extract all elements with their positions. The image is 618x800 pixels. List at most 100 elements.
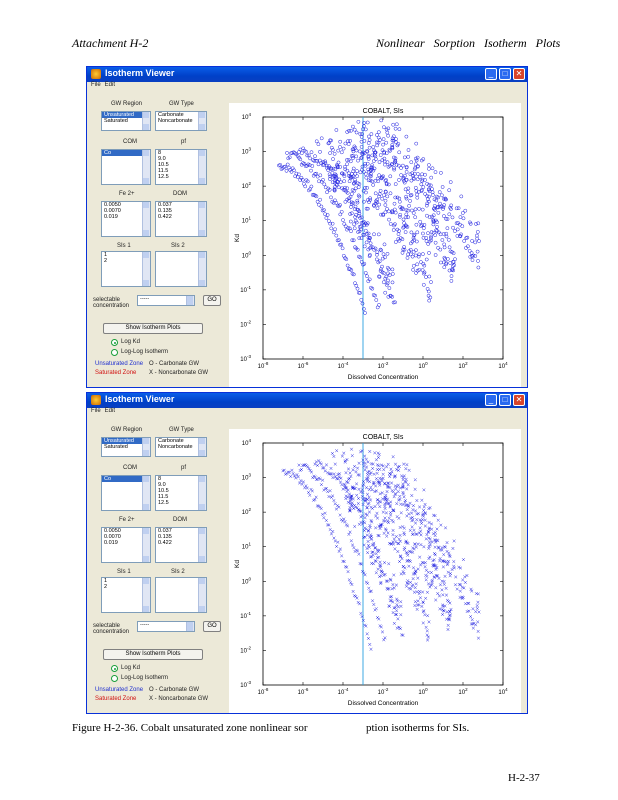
- menu-item-file[interactable]: File: [91, 82, 101, 88]
- list-item[interactable]: Carbonate: [158, 438, 184, 444]
- list-item[interactable]: Carbonate: [158, 112, 184, 118]
- go-button[interactable]: GO: [203, 621, 221, 632]
- list-item[interactable]: 10.5: [158, 162, 169, 168]
- dropdown-arrow-icon[interactable]: [186, 296, 194, 305]
- list-item[interactable]: 10.5: [158, 488, 169, 494]
- list-item[interactable]: 0.422: [158, 214, 172, 220]
- log-kd-radio[interactable]: [111, 339, 118, 346]
- scrollbar[interactable]: [142, 252, 150, 286]
- menu-item-edit[interactable]: Edit: [104, 408, 116, 414]
- list-item[interactable]: Unsaturated: [102, 112, 150, 118]
- title-bar[interactable]: Isotherm Viewer _ □ ✕: [87, 393, 527, 408]
- title-bar[interactable]: Isotherm Viewer _ □ ✕: [87, 67, 527, 82]
- listbox-fe2[interactable]: 0.0050 0.0070 0.019: [101, 527, 151, 563]
- y-tick-label: 100: [242, 576, 252, 585]
- list-item[interactable]: 1: [104, 252, 108, 258]
- listbox-gw_type[interactable]: Carbonate Noncarbonate: [155, 437, 207, 457]
- log-kd-radio[interactable]: [111, 665, 118, 672]
- listbox-pf[interactable]: 8 9.0 10.5 11.5 12.5: [155, 149, 207, 185]
- list-item[interactable]: 1: [104, 578, 108, 584]
- list-item[interactable]: 12.5: [158, 174, 169, 180]
- list-item[interactable]: Unsaturated: [102, 438, 150, 444]
- scrollbar[interactable]: [142, 438, 150, 456]
- data-point: [411, 267, 415, 272]
- scrollbar[interactable]: [198, 150, 206, 184]
- log-isotherm-radio[interactable]: [111, 675, 118, 682]
- list-item[interactable]: 12.5: [158, 500, 169, 506]
- dropdown-arrow-icon[interactable]: [186, 622, 194, 631]
- list-item[interactable]: Saturated: [104, 444, 128, 450]
- data-point: [384, 511, 388, 515]
- maximize-button[interactable]: □: [499, 68, 511, 80]
- listbox-doc[interactable]: 0.037 0.135 0.422: [155, 201, 207, 237]
- scrollbar[interactable]: [198, 528, 206, 562]
- data-point: [375, 463, 380, 467]
- list-item[interactable]: 0.037: [158, 202, 172, 208]
- list-item[interactable]: 2: [104, 258, 108, 264]
- listbox-sis2[interactable]: [155, 251, 207, 287]
- list-item[interactable]: 0.019: [104, 540, 118, 546]
- show-isotherm-plots-button[interactable]: Show Isotherm Plots: [103, 649, 203, 660]
- list-item[interactable]: 0.0070: [104, 208, 121, 214]
- scrollbar[interactable]: [142, 476, 150, 510]
- data-point: [350, 238, 355, 243]
- x-tick-label: 104: [498, 361, 508, 370]
- scrollbar[interactable]: [198, 252, 206, 286]
- scrollbar[interactable]: [142, 528, 150, 562]
- scrollbar[interactable]: [198, 202, 206, 236]
- scrollbar[interactable]: [142, 112, 150, 130]
- concentration-select[interactable]: -----: [137, 295, 195, 306]
- listbox-sis2[interactable]: [155, 577, 207, 613]
- list-item[interactable]: 0.422: [158, 540, 172, 546]
- list-item[interactable]: 0.037: [158, 528, 172, 534]
- list-item[interactable]: 2: [104, 584, 108, 590]
- list-item[interactable]: 8: [158, 150, 162, 156]
- scrollbar[interactable]: [198, 438, 206, 456]
- maximize-button[interactable]: □: [499, 394, 511, 406]
- concentration-select[interactable]: -----: [137, 621, 195, 632]
- listbox-com[interactable]: Co: [101, 149, 151, 185]
- list-item[interactable]: 0.135: [158, 534, 172, 540]
- listbox-gw_region[interactable]: Unsaturated Saturated: [101, 437, 151, 457]
- list-item[interactable]: 0.0050: [104, 528, 121, 534]
- data-point: [470, 239, 474, 243]
- list-item[interactable]: 8: [158, 476, 162, 482]
- listbox-pf[interactable]: 8 9.0 10.5 11.5 12.5: [155, 475, 207, 511]
- list-item[interactable]: 0.019: [104, 214, 118, 220]
- scrollbar[interactable]: [198, 476, 206, 510]
- list-item[interactable]: Saturated: [104, 118, 128, 124]
- listbox-gw_region[interactable]: Unsaturated Saturated: [101, 111, 151, 131]
- list-item[interactable]: 11.5: [158, 494, 169, 500]
- listbox-fe2[interactable]: 0.0050 0.0070 0.019: [101, 201, 151, 237]
- menu-item-edit[interactable]: Edit: [104, 82, 116, 88]
- list-item[interactable]: 0.0070: [104, 534, 121, 540]
- log-isotherm-radio[interactable]: [111, 349, 118, 356]
- list-item[interactable]: 0.0050: [104, 202, 121, 208]
- list-item[interactable]: 0.135: [158, 208, 172, 214]
- list-item[interactable]: Noncarbonate: [158, 444, 193, 450]
- menu-item-file[interactable]: File: [91, 408, 101, 414]
- listbox-doc[interactable]: 0.037 0.135 0.422: [155, 527, 207, 563]
- minimize-button[interactable]: _: [485, 68, 497, 80]
- close-button[interactable]: ✕: [513, 394, 525, 406]
- list-item[interactable]: Co: [102, 150, 150, 156]
- scrollbar[interactable]: [198, 112, 206, 130]
- scrollbar[interactable]: [198, 578, 206, 612]
- minimize-button[interactable]: _: [485, 394, 497, 406]
- close-button[interactable]: ✕: [513, 68, 525, 80]
- scrollbar[interactable]: [142, 578, 150, 612]
- data-point: [359, 145, 364, 149]
- scrollbar[interactable]: [142, 202, 150, 236]
- list-item[interactable]: Co: [102, 476, 150, 482]
- list-item[interactable]: 9.0: [158, 156, 166, 162]
- list-item[interactable]: 11.5: [158, 168, 169, 174]
- go-button[interactable]: GO: [203, 295, 221, 306]
- show-isotherm-plots-button[interactable]: Show Isotherm Plots: [103, 323, 203, 334]
- listbox-gw_type[interactable]: Carbonate Noncarbonate: [155, 111, 207, 131]
- list-item[interactable]: Noncarbonate: [158, 118, 193, 124]
- scrollbar[interactable]: [142, 150, 150, 184]
- listbox-com[interactable]: Co: [101, 475, 151, 511]
- list-item[interactable]: 9.0: [158, 482, 166, 488]
